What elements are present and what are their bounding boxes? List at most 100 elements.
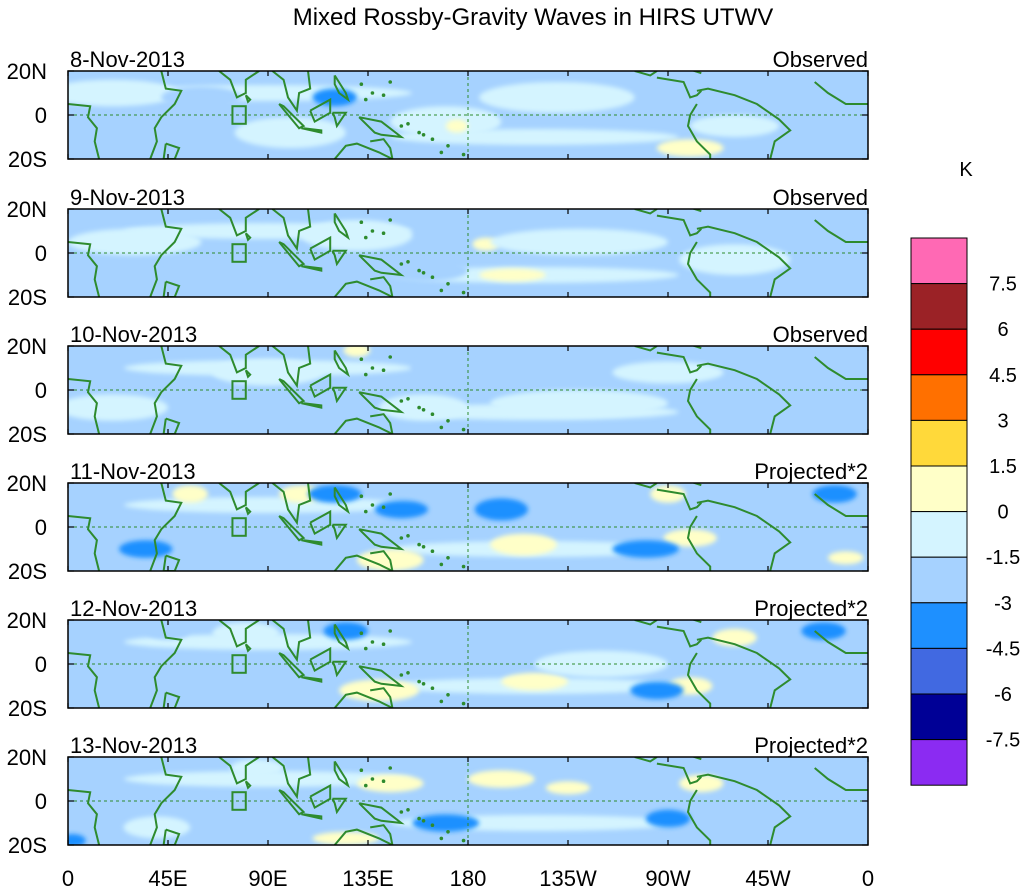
y-tick-label: 20S — [8, 285, 47, 310]
island — [399, 124, 404, 128]
coastline — [331, 797, 348, 815]
coastline — [244, 506, 252, 516]
chart-title: Mixed Rossby-Gravity Waves in HIRS UTWV — [293, 4, 774, 31]
anomaly-blob — [534, 650, 668, 678]
anomaly-blob — [490, 228, 668, 256]
colorbar-label: 6 — [997, 319, 1008, 341]
panel-2: 20N 0 20S 9-Nov-2013 Observed — [7, 185, 869, 310]
coastline — [149, 757, 183, 845]
y-tick-label: 0 — [35, 378, 47, 403]
island — [417, 679, 421, 684]
coastline — [814, 493, 868, 517]
island — [406, 671, 410, 675]
anomaly-blob — [68, 834, 86, 845]
island — [388, 492, 393, 496]
island — [461, 838, 466, 843]
island — [461, 427, 466, 432]
island — [381, 642, 386, 646]
coastline — [656, 488, 703, 511]
coastline — [333, 486, 350, 515]
island — [421, 271, 426, 275]
coastline — [278, 103, 306, 130]
anomaly-blob — [301, 220, 413, 251]
coastline — [814, 219, 868, 243]
coastline — [271, 620, 312, 663]
colorbar-unit: K — [959, 159, 973, 181]
coastline — [301, 402, 323, 409]
coastline — [301, 539, 323, 546]
island — [381, 231, 386, 235]
coastline — [686, 789, 712, 845]
island — [363, 646, 368, 651]
coastline — [333, 550, 394, 571]
coastline — [162, 142, 181, 159]
island — [399, 810, 404, 814]
island — [388, 80, 393, 84]
coastline — [244, 232, 252, 242]
coastline — [333, 413, 394, 434]
panel-source-label: Projected*2 — [754, 596, 868, 621]
coastline — [333, 760, 350, 789]
coastline — [309, 646, 332, 673]
anomaly-blob — [630, 681, 684, 700]
panel-date: 13-Nov-2013 — [70, 733, 197, 758]
y-tick-label: 20N — [7, 59, 47, 84]
coastline — [696, 362, 792, 434]
coastline — [333, 138, 394, 159]
coastline — [162, 280, 181, 297]
coastline — [686, 515, 712, 571]
panel-source-label: Projected*2 — [754, 733, 868, 758]
anomaly-blob — [796, 222, 851, 240]
anomaly-blob — [234, 405, 346, 428]
coastline — [271, 483, 312, 526]
anomaly-blob — [172, 485, 209, 503]
coastline — [686, 652, 712, 708]
island — [461, 564, 466, 569]
island — [359, 768, 364, 772]
island — [399, 536, 404, 540]
coastline — [278, 378, 306, 405]
island — [446, 556, 450, 560]
coastline — [634, 483, 658, 489]
y-tick-label: 20S — [8, 696, 47, 721]
x-tick-label: 90W — [645, 866, 690, 890]
y-tick-label: 0 — [35, 241, 47, 266]
colorbar-label: -6 — [994, 684, 1012, 706]
coastlines — [68, 483, 868, 571]
anomaly-blob — [612, 540, 680, 558]
colorbar-label: 0 — [997, 502, 1008, 524]
island — [417, 268, 421, 273]
coastlines — [68, 757, 868, 845]
anomaly-blob — [343, 346, 371, 357]
coastline — [814, 81, 868, 105]
coastlines — [68, 209, 868, 297]
anomaly-blob — [312, 831, 380, 845]
colorbar-label: -4.5 — [986, 638, 1020, 660]
coastlines — [68, 71, 868, 159]
panel-4: 20N 0 20S 11-Nov-2013 Projected*2 — [7, 459, 869, 584]
island — [461, 290, 466, 295]
coastline — [149, 483, 183, 571]
anomaly-blob — [801, 622, 846, 640]
coastline — [668, 346, 702, 350]
anomaly-blob — [379, 71, 415, 85]
y-tick-label: 0 — [35, 515, 47, 540]
island — [363, 97, 368, 102]
island — [359, 82, 364, 86]
coastline — [331, 660, 348, 678]
coastline — [309, 783, 332, 810]
anomaly-blob — [474, 498, 528, 521]
island — [461, 701, 466, 706]
y-tick-label: 0 — [35, 103, 47, 128]
y-tick-label: 0 — [35, 789, 47, 814]
coastline — [358, 665, 405, 688]
anomaly-field — [119, 485, 864, 571]
x-tick-label: 0 — [862, 866, 874, 890]
y-tick-label: 20N — [7, 197, 47, 222]
coastline — [218, 620, 260, 648]
island — [439, 562, 444, 567]
island — [406, 260, 410, 264]
island — [363, 783, 368, 788]
coastline — [68, 515, 101, 571]
